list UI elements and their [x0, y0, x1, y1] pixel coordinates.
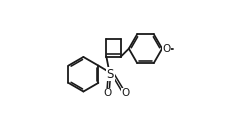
Text: S: S — [106, 68, 114, 81]
Text: O: O — [162, 44, 170, 54]
Text: O: O — [122, 88, 130, 98]
Text: O: O — [104, 88, 112, 98]
